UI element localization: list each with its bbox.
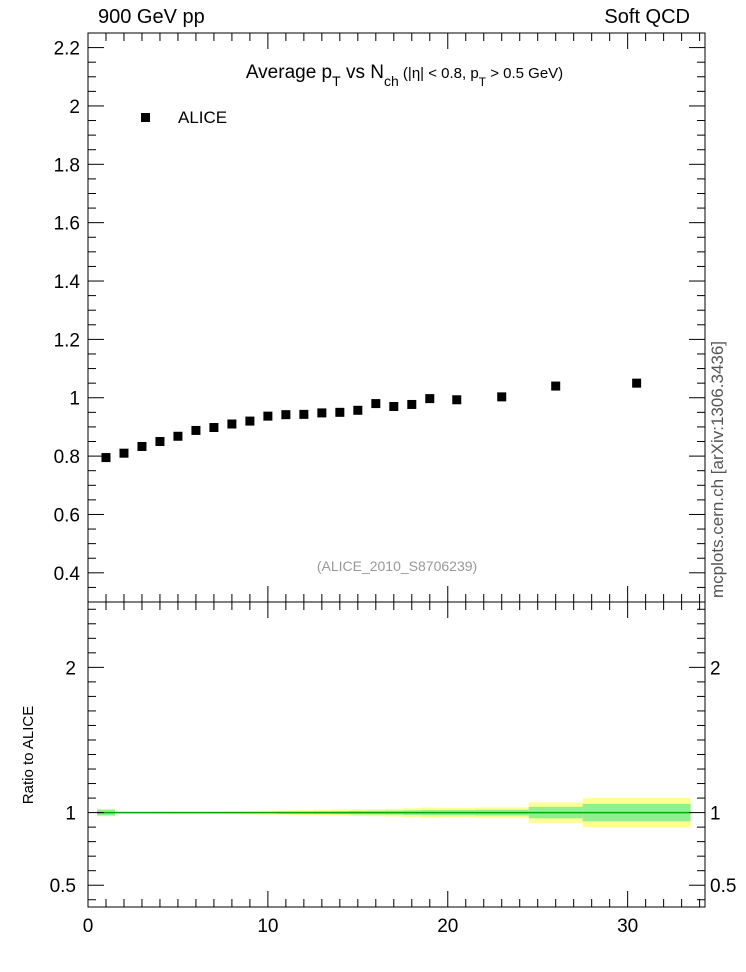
- data-point: [173, 432, 182, 441]
- ratio-y-tick-label-left: 0.5: [50, 876, 76, 897]
- data-point: [155, 437, 164, 446]
- ratio-y-tick-label-left: 2: [65, 658, 76, 679]
- main-y-tick-label: 2.2: [54, 39, 80, 60]
- main-y-tick-label: 0.4: [54, 564, 81, 585]
- data-point: [209, 423, 218, 432]
- legend-marker: [141, 113, 150, 122]
- data-point: [425, 394, 434, 403]
- data-point: [263, 412, 272, 421]
- ratio-frame: [88, 602, 705, 907]
- data-point: [353, 406, 362, 415]
- main-y-tick-label: 1.2: [54, 330, 80, 351]
- ratio-panel: 0 10 20 30 0.5 0.5 1 1 2 2: [50, 602, 737, 937]
- data-point: [335, 408, 344, 417]
- data-point: [191, 426, 200, 435]
- data-point: [119, 449, 128, 458]
- data-point: [497, 392, 506, 401]
- ratio-y-tick-label-left: 1: [65, 804, 76, 825]
- main-title: Average pT vs Nch (|η| < 0.8, pT > 0.5 G…: [246, 62, 563, 89]
- legend-label: ALICE: [178, 108, 227, 127]
- data-point: [551, 382, 560, 391]
- data-point: [389, 402, 398, 411]
- x-tick-label: 0: [83, 916, 94, 937]
- data-point: [137, 442, 146, 451]
- data-point: [317, 408, 326, 417]
- main-y-tick-label: 1.8: [54, 155, 80, 176]
- main-y-tick-label: 1.4: [54, 272, 81, 293]
- ratio-y-tick-label-right: 0.5: [710, 876, 736, 897]
- data-point: [452, 395, 461, 404]
- data-point: [101, 453, 110, 462]
- x-tick-label: 30: [617, 916, 638, 937]
- main-y-tick-label: 1.6: [54, 214, 80, 235]
- data-point: [281, 410, 290, 419]
- data-point: [227, 420, 236, 429]
- x-tick-label: 10: [257, 916, 278, 937]
- ratio-y-tick-label-right: 2: [710, 658, 721, 679]
- ratio-y-axis-label: Ratio to ALICE: [20, 706, 37, 804]
- data-point: [299, 410, 308, 419]
- data-point: [632, 379, 641, 388]
- data-point: [245, 417, 254, 426]
- data-point: [407, 400, 416, 409]
- main-y-tick-label: 0.8: [54, 447, 80, 468]
- main-panel: 0.4 0.6 0.8 1 1.2 1.4 1.6 1.8 2 2.2: [54, 33, 705, 602]
- x-tick-label: 20: [437, 916, 458, 937]
- reference-label: (ALICE_2010_S8706239): [317, 558, 477, 574]
- main-y-tick-label: 0.6: [54, 505, 80, 526]
- main-y-tick-label: 2: [69, 97, 80, 118]
- main-y-tick-label: 1: [69, 389, 80, 410]
- ratio-y-tick-label-right: 1: [710, 804, 721, 825]
- data-point: [371, 399, 380, 408]
